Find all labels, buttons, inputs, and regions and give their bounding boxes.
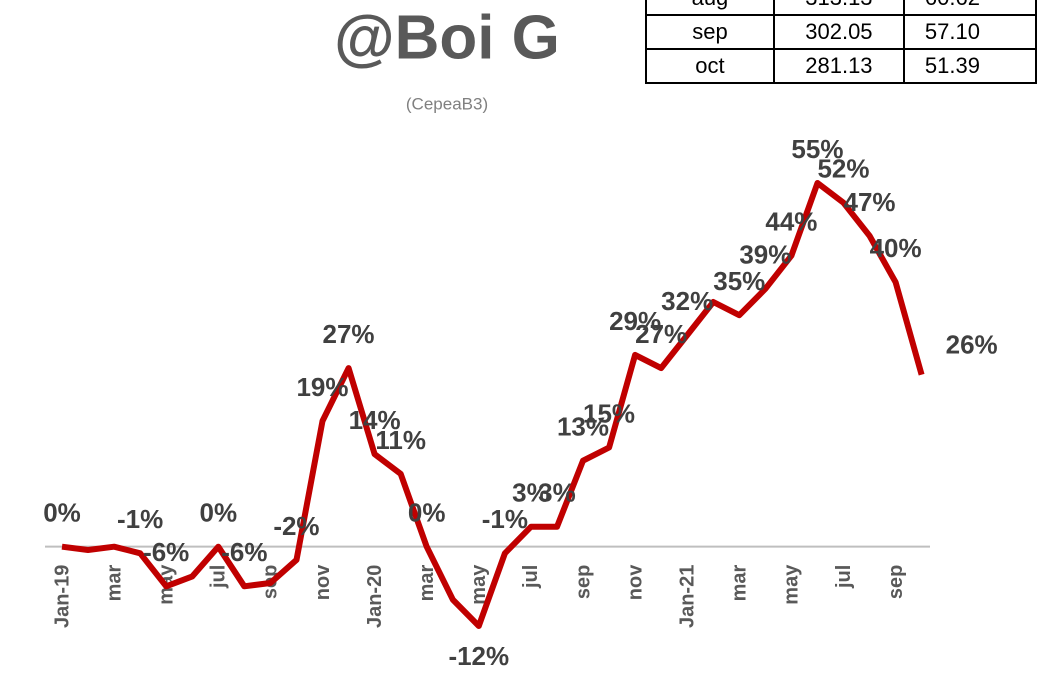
- x-tick-label: mar: [103, 564, 125, 601]
- table-cell: 281.13: [772, 48, 905, 84]
- x-tick-label: jul: [520, 565, 542, 589]
- x-tick-label: nov: [312, 564, 334, 600]
- data-label: 52%: [817, 154, 869, 184]
- data-label: 26%: [946, 330, 998, 360]
- data-label: 27%: [323, 319, 375, 349]
- table-cell: oct: [645, 48, 775, 84]
- x-tick-label: mar: [416, 564, 438, 601]
- chart-subtitle: (CepeaB3): [406, 94, 488, 113]
- table-row: aug313.1360.62: [645, 0, 1037, 16]
- data-line: [61, 180, 925, 629]
- table-cell: 57.10: [902, 14, 1037, 50]
- data-label: -12%: [448, 641, 509, 671]
- x-tick-label: mar: [729, 564, 751, 601]
- data-label: -6%: [221, 537, 267, 567]
- data-label: -1%: [482, 504, 528, 534]
- table-cell: aug: [645, 0, 775, 16]
- data-label: 0%: [408, 498, 446, 528]
- data-label: 3%: [512, 478, 550, 508]
- data-label: 29%: [609, 306, 661, 336]
- data-label: 11%: [375, 425, 426, 455]
- table-cell: 60.62: [902, 0, 1037, 16]
- data-label: 40%: [870, 233, 922, 263]
- data-label: 47%: [844, 187, 896, 217]
- chart-title: @Boi G: [334, 3, 560, 72]
- x-tick-label: sep: [885, 565, 907, 599]
- data-label: 3%: [538, 478, 576, 508]
- data-label: -1%: [117, 504, 163, 534]
- x-tick-label: jul: [208, 565, 230, 589]
- data-label: 0%: [200, 498, 238, 528]
- table-cell: sep: [645, 14, 775, 50]
- x-tick-label: may: [781, 564, 803, 605]
- data-label: -6%: [143, 537, 189, 567]
- data-label: 13%: [557, 412, 609, 442]
- data-table: aug313.1360.62sep302.0557.10oct281.1351.…: [645, 0, 1037, 84]
- data-label: 35%: [713, 266, 765, 296]
- x-tick-label: sep: [572, 565, 594, 599]
- x-tick-label: nov: [624, 564, 646, 600]
- data-label: 39%: [739, 240, 791, 270]
- x-tick-label: Jan-19: [51, 565, 73, 628]
- data-label: 44%: [765, 207, 817, 237]
- data-label: 0%: [43, 498, 81, 528]
- data-label: 32%: [661, 286, 713, 316]
- data-label: -2%: [273, 511, 319, 541]
- table-cell: 313.13: [772, 0, 905, 16]
- data-label: 55%: [791, 134, 843, 164]
- data-label: 27%: [635, 319, 687, 349]
- x-tick-label: jul: [833, 565, 855, 589]
- x-tick-label: may: [468, 564, 490, 605]
- table-row: oct 281.13 51.39: [645, 48, 1037, 84]
- table-row: sep 302.05 57.10: [645, 14, 1037, 50]
- data-label: 15%: [583, 398, 635, 428]
- table-cell: 302.05: [772, 14, 905, 50]
- data-label: 19%: [296, 372, 348, 402]
- x-tick-label: Jan-20: [364, 565, 386, 628]
- data-label: 14%: [349, 405, 401, 435]
- table-cell: 51.39: [902, 48, 1037, 84]
- x-tick-label: Jan-21: [676, 565, 698, 628]
